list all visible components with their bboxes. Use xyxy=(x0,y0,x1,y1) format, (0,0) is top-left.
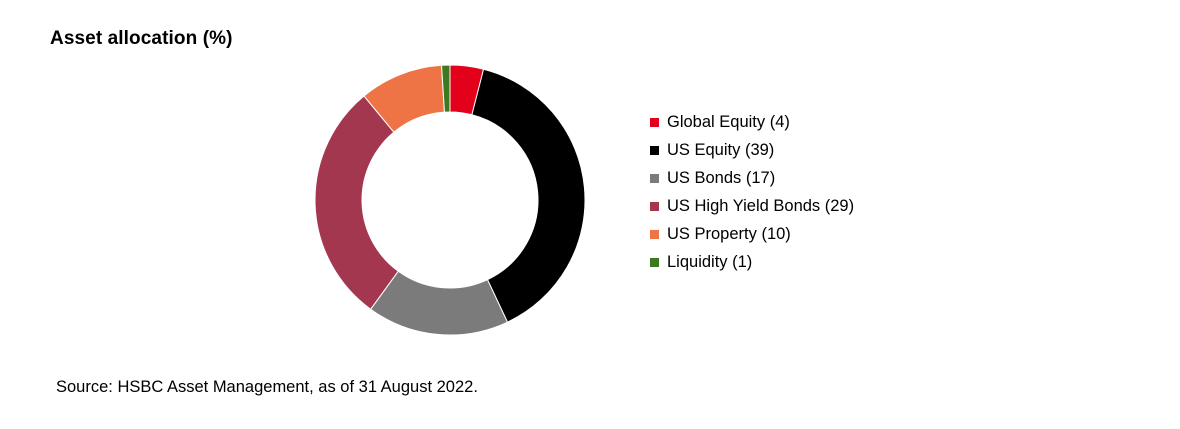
source-note: Source: HSBC Asset Management, as of 31 … xyxy=(56,378,478,396)
legend-swatch xyxy=(650,257,659,267)
legend-item: US Property (10) xyxy=(650,220,854,248)
donut-chart xyxy=(314,64,586,336)
donut-slices xyxy=(314,64,586,336)
legend-item: US High Yield Bonds (29) xyxy=(650,192,854,220)
legend-label: US Property (10) xyxy=(667,224,791,243)
legend-item: US Bonds (17) xyxy=(650,164,854,192)
legend-swatch xyxy=(650,229,659,239)
legend-label: Liquidity (1) xyxy=(667,252,753,271)
donut-slice-liquidity xyxy=(440,64,451,113)
legend-swatch xyxy=(650,173,659,183)
legend-label: US Equity (39) xyxy=(667,140,775,159)
legend-label: Global Equity (4) xyxy=(667,112,790,131)
legend-item: US Equity (39) xyxy=(650,136,854,164)
chart-title: Asset allocation (%) xyxy=(50,28,233,49)
legend-swatch xyxy=(650,117,659,127)
legend-item: Liquidity (1) xyxy=(650,248,854,276)
donut-slice-us-high-yield-bonds xyxy=(314,95,399,310)
legend-label: US High Yield Bonds (29) xyxy=(667,196,855,215)
legend-item: Global Equity (4) xyxy=(650,108,854,136)
legend-swatch xyxy=(650,201,659,211)
donut-slice-us-equity xyxy=(471,68,586,323)
legend-label: US Bonds (17) xyxy=(667,168,776,187)
chart-legend: Global Equity (4) US Equity (39) US Bonds … xyxy=(650,108,854,276)
legend-swatch xyxy=(650,145,659,155)
